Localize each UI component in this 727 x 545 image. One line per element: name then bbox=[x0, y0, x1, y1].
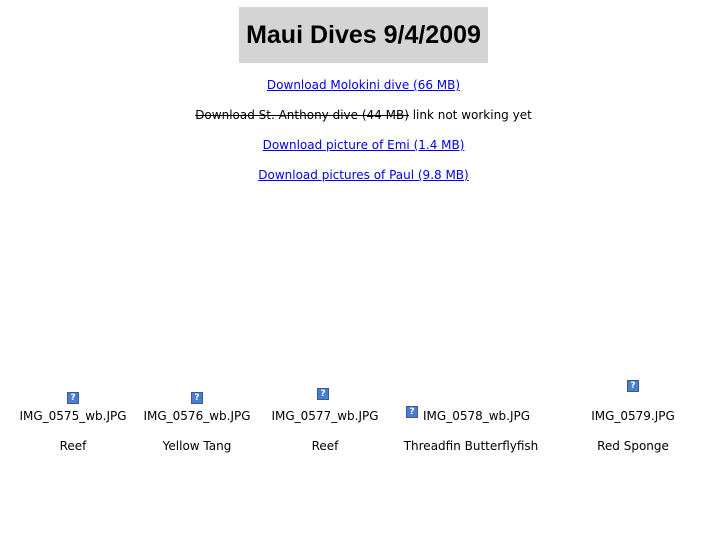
download-row-st-anthony: Download St. Anthony dive (44 MB) link n… bbox=[0, 108, 727, 122]
download-st-anthony-disabled: Download St. Anthony dive (44 MB) bbox=[195, 108, 409, 122]
download-emi-link[interactable]: Download picture of Emi (1.4 MB) bbox=[262, 138, 465, 152]
gallery-item: ? IMG_0576_wb.JPG Yellow Tang bbox=[137, 392, 257, 462]
gallery-item: ? IMG_0575_wb.JPG Reef bbox=[13, 392, 133, 462]
gallery-caption: Reef bbox=[311, 439, 339, 453]
download-molokini-link[interactable]: Download Molokini dive (66 MB) bbox=[266, 78, 461, 92]
broken-image-icon[interactable]: ? bbox=[406, 406, 418, 418]
gallery-filename: IMG_0578_wb.JPG bbox=[423, 409, 531, 423]
broken-image-icon[interactable]: ? bbox=[627, 380, 639, 392]
broken-image-icon[interactable]: ? bbox=[191, 392, 203, 404]
broken-image-icon[interactable]: ? bbox=[67, 392, 79, 404]
gallery-item: ? IMG_0577_wb.JPG Reef bbox=[265, 388, 385, 462]
gallery-caption: Reef bbox=[59, 439, 87, 453]
gallery-filename: IMG_0577_wb.JPG bbox=[271, 409, 379, 423]
page-title-box: Maui Dives 9/4/2009 bbox=[239, 7, 488, 63]
download-row-emi: Download picture of Emi (1.4 MB) bbox=[0, 138, 727, 152]
download-row-molokini: Download Molokini dive (66 MB) bbox=[0, 78, 727, 92]
gallery-item: ? IMG_0579.JPG Red Sponge bbox=[578, 380, 688, 462]
download-st-anthony-note: link not working yet bbox=[408, 108, 532, 122]
gallery-item: ? IMG_0578_wb.JPG Threadfin Butterflyfish bbox=[392, 404, 550, 462]
gallery-caption: Yellow Tang bbox=[162, 439, 232, 453]
broken-image-icon[interactable]: ? bbox=[317, 388, 329, 400]
gallery-caption: Threadfin Butterflyfish bbox=[403, 439, 539, 453]
page-title: Maui Dives 9/4/2009 bbox=[246, 20, 481, 49]
gallery-filename: IMG_0579.JPG bbox=[591, 409, 675, 423]
download-row-paul: Download pictures of Paul (9.8 MB) bbox=[0, 168, 727, 182]
gallery-caption: Red Sponge bbox=[597, 439, 669, 453]
download-paul-link[interactable]: Download pictures of Paul (9.8 MB) bbox=[258, 168, 469, 182]
gallery-filename: IMG_0576_wb.JPG bbox=[143, 409, 251, 423]
gallery-filename: IMG_0575_wb.JPG bbox=[19, 409, 127, 423]
